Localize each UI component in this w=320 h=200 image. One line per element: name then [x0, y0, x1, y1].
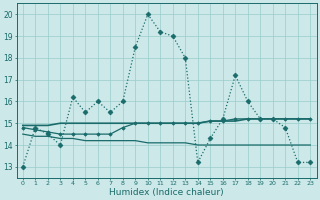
X-axis label: Humidex (Indice chaleur): Humidex (Indice chaleur)	[109, 188, 224, 197]
